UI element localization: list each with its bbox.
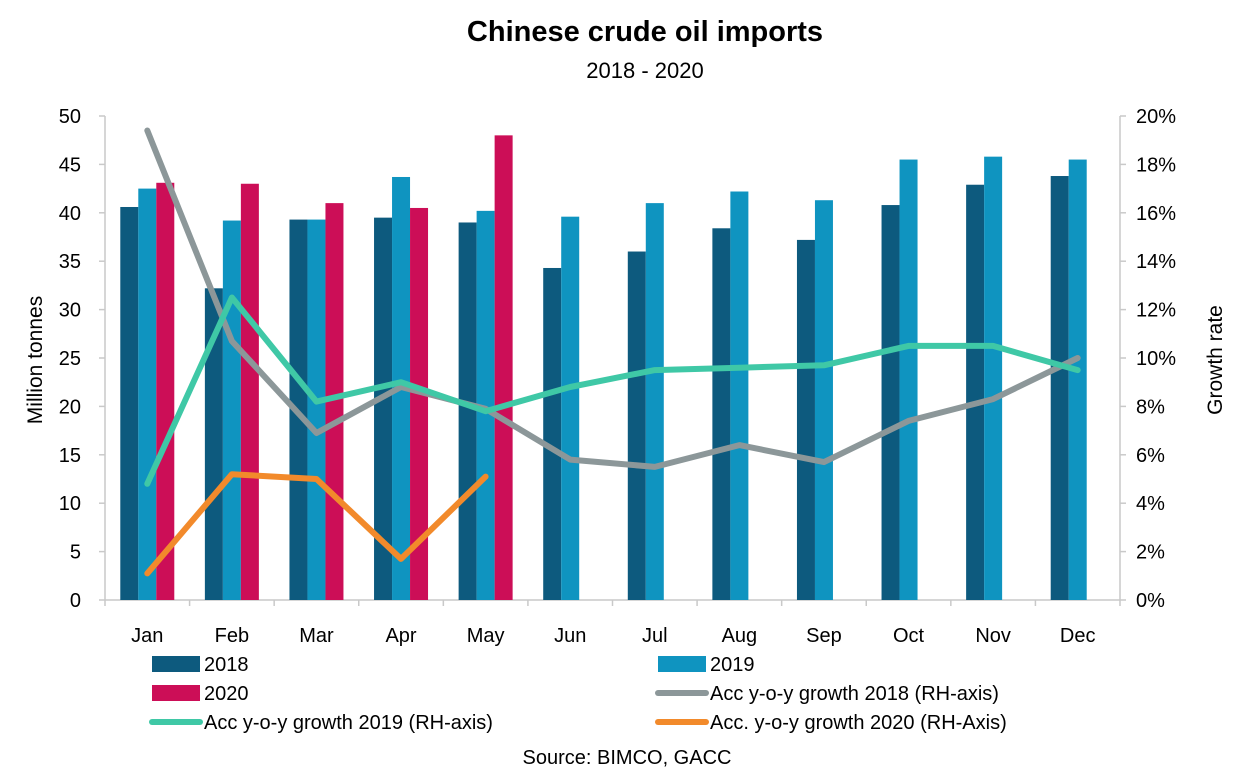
bar-2018: [374, 217, 393, 600]
legend: 2018 2019 2020 Acc y-o-y growth 2018 (RH-ax…: [149, 654, 1007, 734]
plot-area: 0 5 10 15 20 25 30 35 40 45 50 0% 2% 4% 6% 8% 10% 12% 14% 1…: [59, 106, 1176, 647]
y2-tick-label: 20%: [1136, 106, 1176, 128]
bar-2019: [814, 200, 833, 600]
bar-2019: [138, 188, 157, 600]
bar-2019: [984, 156, 1003, 600]
y2-tick-label: 6%: [1136, 445, 1165, 467]
bar-2019: [730, 191, 749, 600]
chart-subtitle: 2018 - 2020: [586, 58, 703, 83]
y2-axis-title: Growth rate: [1204, 305, 1227, 415]
x-tick-label: Oct: [893, 625, 925, 647]
y2-tick-label: 16%: [1136, 203, 1176, 225]
x-tick-label: Sep: [806, 625, 842, 647]
bar-2020: [240, 183, 259, 600]
bar-2020: [494, 135, 513, 601]
legend-label: 2019: [710, 654, 755, 676]
bar-2020: [156, 182, 175, 601]
source-note: Source: BIMCO, GACC: [523, 747, 732, 769]
y2-tick-label: 8%: [1136, 396, 1165, 418]
bar-2018: [120, 206, 139, 600]
y-tick-label: 5: [70, 542, 81, 564]
x-tick-label: Jan: [131, 625, 163, 647]
line-series-2: [144, 294, 1081, 487]
y-tick-label: 25: [59, 348, 81, 370]
legend-swatch: [658, 656, 706, 672]
x-tick-label: Jun: [554, 625, 586, 647]
y-tick-label: 50: [59, 106, 81, 128]
y2-tick-label: 0%: [1136, 590, 1165, 612]
x-tick-label: Dec: [1060, 625, 1096, 647]
chart-title: Chinese crude oil imports: [467, 16, 823, 48]
legend-label: Acc y-o-y growth 2019 (RH-axis): [204, 712, 493, 734]
legend-swatch: [152, 656, 200, 672]
legend-label: 2018: [204, 654, 249, 676]
x-tick-label: Apr: [385, 625, 416, 647]
y-tick-label: 0: [70, 590, 81, 612]
line-series-1: [144, 127, 1081, 470]
bar-2018: [796, 239, 815, 601]
legend-label: 2020: [204, 683, 249, 705]
y-axis-title: Million tonnes: [24, 296, 47, 424]
y-tick-label: 40: [59, 203, 81, 225]
bar-2019: [645, 203, 664, 600]
legend-label: Acc y-o-y growth 2018 (RH-axis): [710, 683, 999, 705]
bar-2018: [881, 205, 900, 600]
x-tick-label: Jul: [642, 625, 668, 647]
bar-2018: [966, 184, 985, 600]
bar-2018: [627, 251, 646, 600]
x-tick-label: May: [467, 625, 505, 647]
bar-2019: [476, 210, 495, 600]
bar-2020: [410, 207, 429, 600]
y2-tick-label: 10%: [1136, 348, 1176, 370]
bar-2018: [1050, 176, 1069, 601]
bar-2019: [561, 216, 580, 600]
bar-2019: [899, 159, 918, 600]
x-tick-label: Feb: [215, 625, 249, 647]
y2-tick-label: 2%: [1136, 542, 1165, 564]
bar-2018: [543, 267, 562, 600]
bar-2019: [307, 219, 326, 601]
y-tick-label: 30: [59, 300, 81, 322]
y2-tick-label: 4%: [1136, 493, 1165, 515]
y-tick-label: 20: [59, 396, 81, 418]
x-tick-label: Aug: [722, 625, 758, 647]
y2-tick-label: 14%: [1136, 251, 1176, 273]
bar-2018: [712, 228, 731, 600]
y2-tick-label: 12%: [1136, 300, 1176, 322]
bar-2019: [1068, 159, 1087, 600]
y-tick-label: 15: [59, 445, 81, 467]
y2-tick-label: 18%: [1136, 154, 1176, 176]
legend-label: Acc. y-o-y growth 2020 (RH-Axis): [710, 712, 1007, 734]
line-series-3: [144, 471, 489, 577]
y-tick-label: 10: [59, 493, 81, 515]
bar-2018: [204, 288, 223, 600]
legend-swatch: [152, 685, 200, 701]
x-tick-label: Nov: [975, 625, 1011, 647]
bar-2019: [222, 220, 241, 600]
bar-2018: [458, 222, 477, 601]
x-tick-label: Mar: [299, 625, 334, 647]
y-tick-label: 35: [59, 251, 81, 273]
y-tick-label: 45: [59, 154, 81, 176]
